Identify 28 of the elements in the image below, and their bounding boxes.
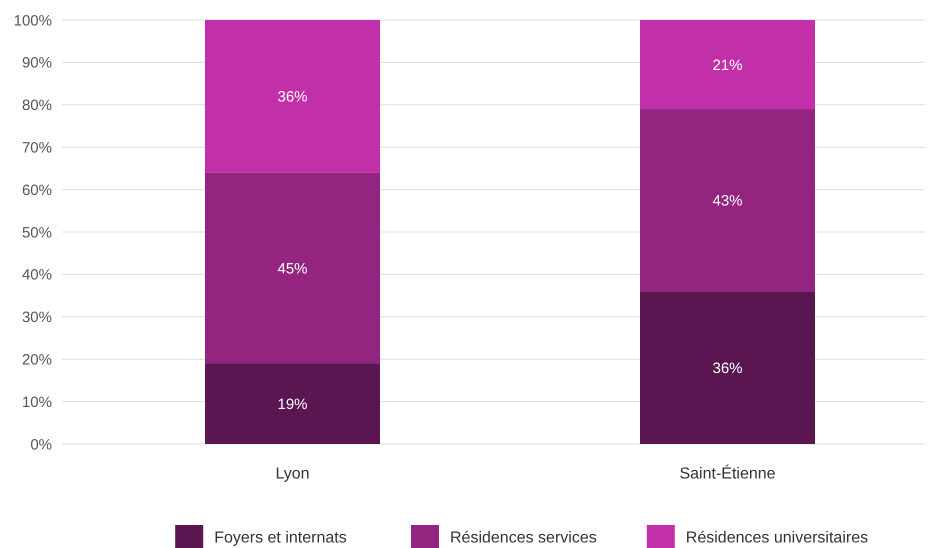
y-tick-label: 20%	[22, 351, 52, 368]
y-tick-label: 0%	[30, 436, 52, 454]
y-tick-label: 80%	[22, 97, 52, 114]
legend-label: Foyers et internats	[214, 530, 347, 547]
y-tick-label: 100%	[14, 12, 52, 30]
legend-label: Résidences services	[450, 530, 597, 547]
bar	[640, 109, 815, 292]
bar	[640, 291, 815, 444]
y-tick-label: 70%	[22, 139, 52, 156]
data-label: 36%	[277, 88, 308, 106]
bar	[205, 363, 380, 444]
data-label: 36%	[712, 360, 743, 377]
data-label: 19%	[277, 396, 308, 413]
bar	[205, 172, 380, 364]
bar	[640, 20, 815, 110]
y-tick-label: 90%	[22, 54, 52, 72]
y-tick-label: 30%	[22, 309, 52, 326]
legend-label: Résidences universitaires	[686, 530, 868, 547]
data-label: 45%	[277, 260, 308, 278]
data-label: 43%	[712, 192, 743, 210]
bar	[205, 20, 380, 173]
data-label: 21%	[712, 56, 743, 74]
x-tick-label: Saint-Étienne	[679, 464, 776, 483]
y-tick-label: 50%	[22, 224, 52, 242]
x-tick-label: Lyon	[275, 466, 310, 483]
y-tick-label: 60%	[22, 182, 52, 199]
y-tick-label: 10%	[22, 394, 52, 411]
y-tick-label: 40%	[22, 266, 52, 284]
